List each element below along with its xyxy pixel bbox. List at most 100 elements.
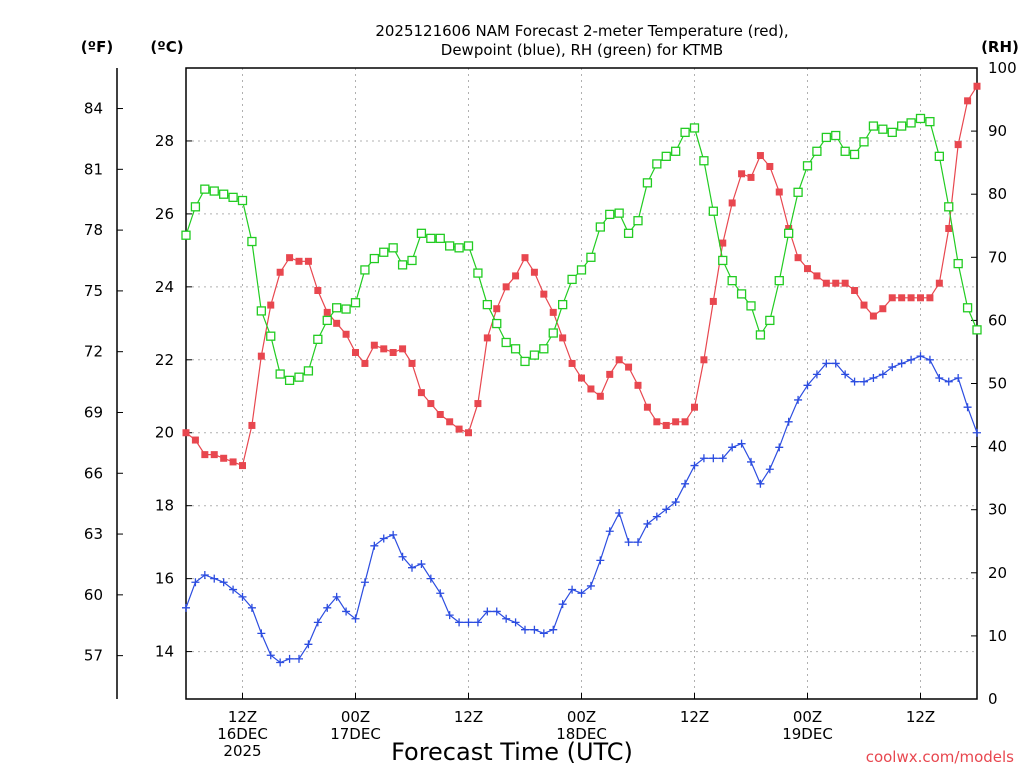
dewpoint-point [408, 563, 416, 572]
rh-point [934, 151, 944, 161]
rh-point [275, 369, 285, 379]
temperature-point [436, 411, 444, 419]
dewpoint-point [295, 654, 303, 663]
rh-point [266, 331, 276, 341]
temperature-point [512, 272, 520, 280]
x-tick-label: 00Z [341, 708, 370, 726]
rh-point [831, 130, 841, 141]
fahrenheit-tick-label: 75 [84, 282, 103, 300]
temperature-point [578, 374, 585, 382]
rh-point [332, 303, 342, 313]
rh-point [520, 356, 530, 367]
x-axis-label: Forecast Time (UTC) [391, 738, 633, 766]
x-tick-label: 12Z [228, 708, 257, 726]
temperature-point [333, 319, 341, 327]
celsius-tick-label: 22 [155, 351, 174, 369]
rh-point [322, 315, 332, 326]
dewpoint-point [841, 370, 850, 379]
rh-tick-labels: 0 10 20 30 40 50 60 70 80 90 100 [971, 59, 1017, 708]
dewpoint-point [417, 560, 426, 569]
rh-point [416, 228, 427, 238]
x-tick-label: 16DEC [217, 725, 268, 743]
fahrenheit-tick-label: 57 [84, 647, 103, 665]
rh-point [915, 113, 926, 124]
rh-point [784, 228, 794, 238]
rh-point [878, 124, 888, 134]
temperature-point [286, 254, 294, 262]
temperature-point [483, 334, 491, 342]
rh-point [718, 255, 728, 266]
dewpoint-point [605, 527, 614, 536]
dewpoint-point [756, 479, 765, 488]
temperature-point [267, 301, 275, 309]
celsius-tick-labels: 14 16 18 20 22 24 26 28 [155, 132, 192, 661]
rh-series [181, 113, 982, 385]
rh-point [407, 255, 417, 266]
rh-point [360, 265, 370, 275]
temperature-point [634, 381, 642, 389]
rh-point [341, 304, 351, 314]
rh-point [473, 268, 483, 278]
temperature-point [201, 451, 209, 459]
dewpoint-point [247, 603, 256, 612]
rh-point [548, 328, 558, 338]
rh-point [623, 228, 634, 238]
rh-point [397, 260, 408, 270]
dewpoint-point [332, 592, 341, 601]
temperature-point [747, 173, 755, 181]
rh-point [388, 243, 398, 253]
dewpoint-point [502, 614, 511, 623]
dewpoint-point [521, 625, 529, 634]
temperature-point [672, 418, 680, 426]
celsius-tick-label: 26 [155, 205, 174, 223]
rh-tick-label: 0 [988, 690, 998, 708]
dewpoint-point [492, 607, 501, 616]
temperature-point [964, 97, 972, 105]
fahrenheit-tick-labels: 57 60 63 66 69 72 75 78 81 84 [84, 100, 123, 665]
rh-unit-label: (RH) [981, 38, 1019, 56]
dewpoint-point [812, 370, 821, 379]
fahrenheit-tick-label: 66 [84, 464, 103, 482]
rh-point [294, 372, 304, 382]
rh-tick-label: 10 [988, 627, 1007, 645]
dewpoint-point [784, 417, 793, 426]
rh-point [595, 222, 605, 232]
dewpoint-point [229, 585, 238, 594]
rh-point [793, 187, 803, 197]
temperature-point [323, 308, 331, 316]
temperature-point [945, 224, 953, 232]
dewpoint-point [389, 530, 398, 539]
rh-point [228, 192, 238, 203]
temperature-point [728, 199, 736, 207]
temperature-point [898, 294, 906, 302]
rh-point [558, 299, 568, 310]
dewpoint-point [266, 651, 275, 660]
temperature-point [530, 268, 538, 276]
temperature-point [606, 370, 614, 378]
rh-point [859, 137, 869, 147]
dewpoint-point [511, 618, 520, 627]
dewpoint-point [445, 611, 454, 620]
rh-point [379, 247, 389, 257]
dewpoint-point [398, 552, 407, 561]
chart-title-line-1: 2025121606 NAM Forecast 2-meter Temperat… [375, 22, 788, 40]
credit-text[interactable]: coolwx.com/models [866, 748, 1014, 766]
dewpoint-point [473, 618, 482, 627]
fahrenheit-tick-label: 81 [84, 160, 103, 178]
dewpoint-point [276, 658, 285, 667]
fahrenheit-tick-label: 72 [84, 343, 103, 361]
dewpoint-point [379, 534, 388, 543]
temperature-point [700, 356, 708, 364]
dew-line [185, 355, 978, 664]
rh-point [256, 306, 266, 316]
temperature-point [361, 359, 369, 367]
x-tick-label: 18DEC [556, 725, 607, 743]
rh-point [181, 230, 191, 240]
temperature-point [907, 294, 915, 302]
dewpoint-point [238, 592, 247, 601]
chart-title-line-2: Dewpoint (blue), RH (green) for KTMB [441, 41, 723, 59]
temperature-point [851, 286, 859, 294]
dewpoint-point [690, 461, 699, 470]
temperature-point [427, 400, 435, 408]
